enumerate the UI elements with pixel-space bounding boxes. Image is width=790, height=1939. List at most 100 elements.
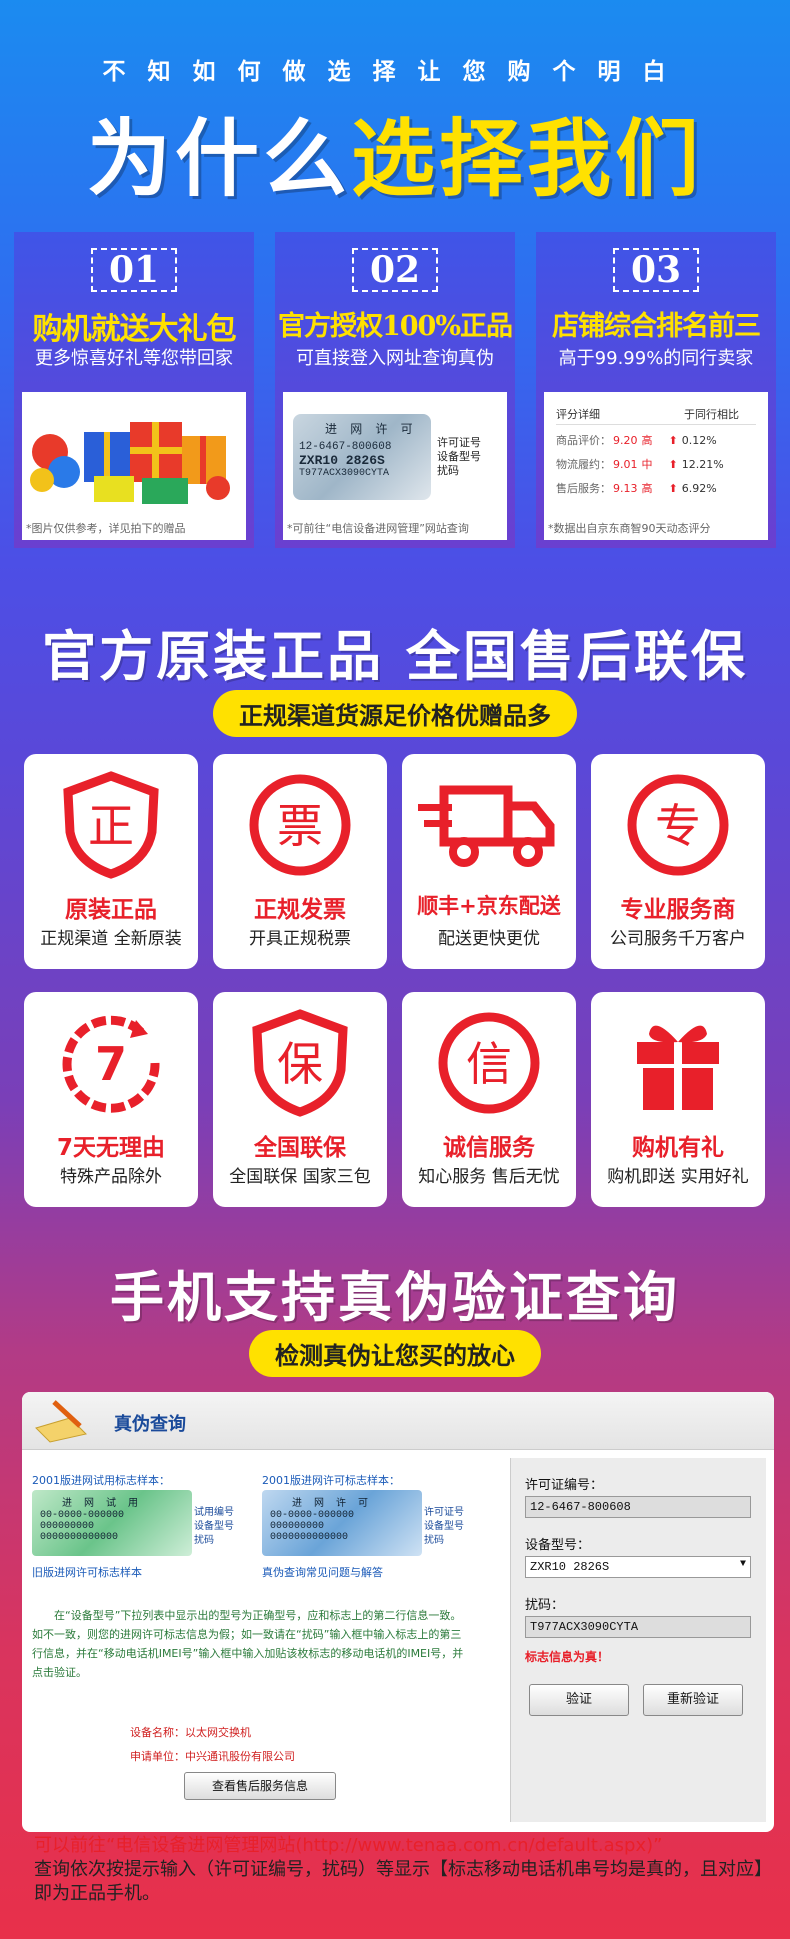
sticker-legend: 许可证号 设备型号 扰码 [437,436,481,478]
header-subtitle: 不知如何做选择让您购个明白 [102,59,688,85]
license-input[interactable]: 12-6467-800608 [525,1496,751,1518]
tile-desc: 知心服务 售后无忧 [418,1167,560,1187]
sticker-line1: 进 网 许 可 [325,423,416,437]
model-label: 设备型号： [525,1538,591,1553]
tile-desc: 配送更快更优 [438,929,540,949]
sample2-legend: 许可证号 设备型号 扰码 [424,1506,464,1548]
rating-pct: 12.21% [681,458,724,471]
license-sticker: 进 网 许 可 12-6467-800608 ZXR10 2826S T977A… [293,414,431,500]
tile-gift: 购机有礼 购机即送 实用好礼 [591,992,765,1207]
card-gift: 01 购机就送大礼包 更多惊喜好礼等您带回家 *图片仅供参考，详见拍下的赠品 [14,232,254,548]
rating-score: 9.20 [613,434,638,447]
sample2-legend-3: 扰码 [424,1535,444,1546]
invoice-icon: 票 [249,774,351,876]
verification-panel: 真伪查询 2001版进网试用标志样本： 进 网 试 用 00-0000-0000… [22,1392,774,1832]
gift-boxes-icon [30,422,230,504]
sample1-title: 2001版进网试用标志样本： [32,1474,170,1487]
sticker-line3: ZXR10 2826S [299,453,385,468]
applicant-value: 中兴通讯股份有限公司 [185,1750,295,1763]
pen-paper-icon [35,1400,87,1443]
footer-text: 可以前往“电信设备进网管理网站(http://www.tenaa.com.cn/… [34,1834,764,1906]
sample1-legend: 试用编号 设备型号 扰码 [194,1506,234,1548]
license-label: 许可证编号： [525,1478,604,1493]
verify-button[interactable]: 验证 [529,1684,629,1716]
tile-warranty: 保 全国联保 全国联保 国家三包 [213,992,387,1207]
reverify-button[interactable]: 重新验证 [643,1684,743,1716]
gift-icon [637,1025,719,1110]
tile-title: 原装正品 [65,897,157,923]
model-select[interactable]: ZXR10 2826S ▼ [525,1556,751,1578]
professional-icon: 专 [627,774,729,876]
card-title: 店铺综合排名前三 [552,311,761,342]
sample2-line1: 进 网 许 可 [292,1499,372,1510]
arrow-up-icon: ⬆ [668,458,678,471]
card-desc: 可直接登入网址查询真伪 [296,348,494,369]
sample2-sticker: 进 网 许 可 00-0000-000000 000000000 0000000… [262,1490,422,1556]
tile-genuine: 正 原装正品 正规渠道 全新原装 [24,754,198,969]
legend-code: 扰码 [437,464,459,477]
code-label: 扰码： [525,1598,565,1613]
sample1-caption[interactable]: 旧版进网许可标志样本 [32,1566,142,1579]
sample2-line2: 00-0000-000000 [270,1510,355,1521]
gift-image: *图片仅供参考，详见拍下的赠品 [22,392,246,540]
instructions-text: 在“设备型号”下拉列表中显示出的型号为正确型号，应和标志上的第二行信息一致。如不… [32,1609,464,1679]
sample2-line4: 0000000000000 [270,1532,349,1543]
service-info-button[interactable]: 查看售后服务信息 [184,1772,336,1800]
tile-integrity: 信 诚信服务 知心服务 售后无忧 [402,992,576,1207]
shield-icon: 正 [63,771,159,879]
warranty-shield-icon: 保 [252,1009,348,1117]
arrow-up-icon: ⬆ [668,434,678,447]
truck-icon [418,785,555,867]
chevron-down-icon[interactable]: ▼ [739,1559,746,1570]
arrow-up-icon: ⬆ [668,482,678,495]
tile-desc: 开具正规税票 [249,929,351,949]
rating-head-right: 于同行相比 [684,408,739,421]
card-number: 02 [352,248,438,292]
card-caption: *可前往“电信设备进网管理”网站查询 [287,522,469,535]
card-caption: *图片仅供参考，详见拍下的赠品 [26,522,186,535]
tile-professional: 专 专业服务商 公司服务千万客户 [591,754,765,969]
section3-pill: 检测真伪让您买的放心 [249,1330,541,1377]
svg-text:正: 正 [88,799,134,853]
sample2-line3: 000000000 [270,1521,325,1532]
svg-text:专: 专 [655,799,701,853]
tile-7day: 7 7天无理由 特殊产品除外 [24,992,198,1207]
rating-pct: 6.92% [681,482,717,495]
sample1-line4: 0000000000000 [40,1532,119,1543]
tile-title: 顺丰+京东配送 [417,894,561,918]
code-input[interactable]: T977ACX3090CYTA [525,1616,751,1638]
footer-link[interactable]: 可以前往“电信设备进网管理网站(http://www.tenaa.com.cn/… [34,1835,663,1856]
sticker-line2: 12-6467-800608 [299,441,392,453]
card-title: 购机就送大礼包 [32,312,237,347]
header-title: 为什么选择我们 [0,92,790,213]
sample1-legend-2: 设备型号 [194,1521,234,1532]
sample2-legend-1: 许可证号 [424,1507,464,1518]
device-name-row: 设备名称：以太网交换机 [130,1724,251,1740]
title-yellow: 选择我们 [351,109,704,208]
tile-delivery: 顺丰+京东配送 配送更快更优 [402,754,576,969]
section2-pill: 正规渠道货源足价格优赠品多 [213,690,577,737]
tile-title: 购机有礼 [632,1135,724,1161]
card-authentic: 02 官方授权100%正品 可直接登入网址查询真伪 进 网 许 可 12-646… [275,232,515,548]
tile-title: 诚信服务 [443,1135,535,1161]
sample2-title: 2001版进网许可标志样本： [262,1474,400,1487]
rating-name: 商品评价： [556,434,611,447]
rating-score: 9.13 [613,482,638,495]
rating-level: 中 [641,458,653,471]
svg-text:保: 保 [277,1037,323,1091]
result-message: 标志信息为真！ [525,1650,610,1664]
sample1-line2: 00-0000-000000 [40,1510,125,1521]
sample1-legend-1: 试用编号 [194,1507,234,1518]
rating-name: 物流履约： [556,458,611,471]
license-image: 进 网 许 可 12-6467-800608 ZXR10 2826S T977A… [283,392,507,540]
tile-title: 专业服务商 [620,897,736,923]
sample2-caption[interactable]: 真伪查询常见问题与解答 [262,1566,383,1579]
rating-divider [556,424,756,425]
svg-text:7: 7 [95,1037,127,1091]
sample1-sticker: 进 网 试 用 00-0000-000000 000000000 0000000… [32,1490,192,1556]
section3-title: 手机支持真伪验证查询 [110,1265,680,1329]
footer-instructions: 查询依次按提示输入（许可证编号，扰码）等显示【标志移动电话机串号均是真的，且对应… [34,1859,763,1904]
panel-header: 真伪查询 [22,1392,774,1450]
svg-text:信: 信 [466,1037,512,1091]
